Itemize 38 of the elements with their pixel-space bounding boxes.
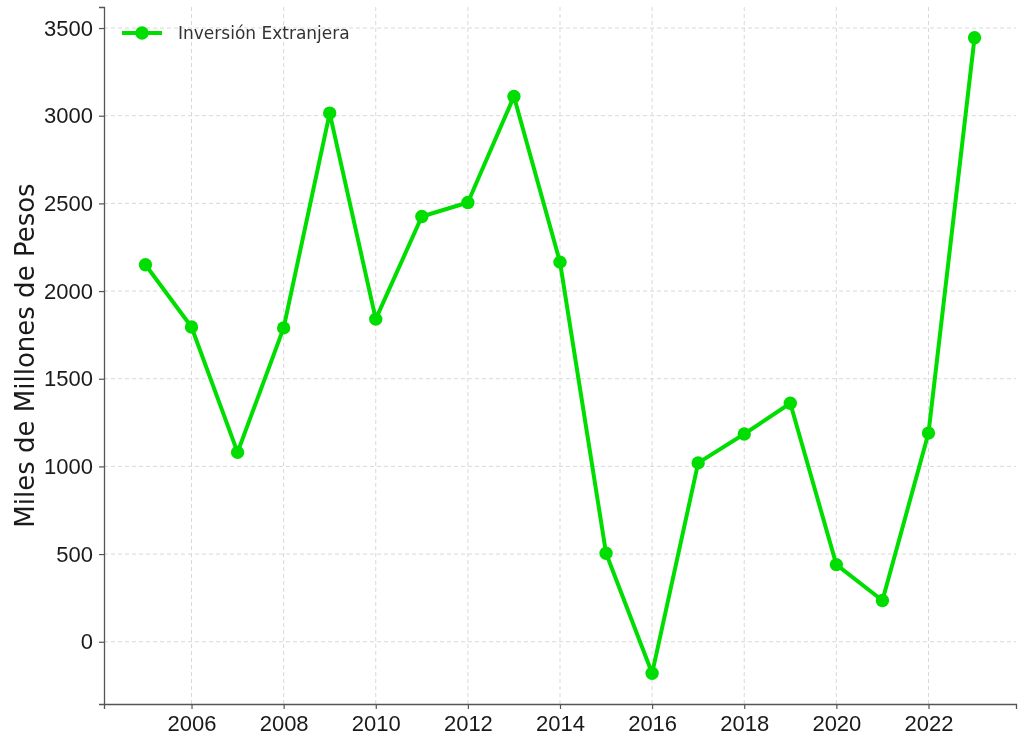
point	[921, 426, 936, 440]
point	[461, 195, 475, 210]
x-tick-label: 2006	[167, 710, 217, 736]
point	[138, 258, 153, 272]
x-tick-label: 2008	[259, 710, 309, 736]
point	[323, 106, 337, 120]
point	[507, 89, 521, 104]
point	[369, 312, 383, 326]
x-tick-label: 2016	[628, 710, 678, 736]
x-tick-label: 2014	[536, 710, 585, 736]
y-axis-title: Miles de Millones de Pesos	[9, 183, 40, 528]
point	[783, 396, 797, 410]
point	[829, 557, 844, 572]
x-tick-label: 2020	[812, 710, 862, 736]
y-tick-label: 3000	[44, 103, 93, 129]
point	[184, 320, 199, 334]
y-tick-label: 1000	[44, 453, 93, 479]
x-tick-label: 2018	[720, 710, 770, 736]
point	[691, 456, 705, 470]
y-tick-label: 3500	[44, 15, 93, 41]
x-tick-label: 2022	[904, 710, 954, 736]
point	[415, 209, 429, 224]
point	[645, 666, 659, 680]
point	[875, 593, 890, 608]
point	[967, 31, 982, 45]
point	[553, 255, 567, 269]
x-tick-label: 2012	[443, 710, 493, 736]
y-tick-label: 500	[56, 541, 93, 567]
y-tick-label: 0	[80, 629, 93, 655]
point	[230, 445, 245, 460]
legend-label: Inversión Extranjera	[178, 23, 350, 43]
point	[276, 321, 291, 335]
y-tick-label: 2500	[44, 190, 93, 216]
y-tick-label: 2000	[44, 278, 93, 304]
x-tick-label: 2010	[351, 710, 401, 736]
point	[737, 427, 751, 441]
y-tick-label: 1500	[44, 366, 93, 392]
point	[599, 546, 613, 560]
